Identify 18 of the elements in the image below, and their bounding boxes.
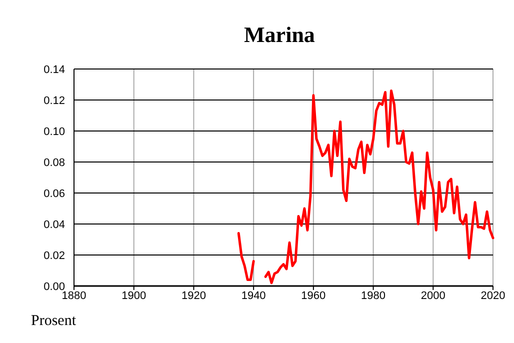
x-tick-label: 1940 — [241, 290, 266, 302]
y-tick-label: 0.06 — [44, 188, 65, 200]
x-tick-label: 1880 — [62, 290, 86, 302]
chart-title: Marina — [244, 22, 315, 47]
x-tick-label: 1900 — [122, 290, 146, 302]
x-tick-label: 2000 — [420, 290, 446, 302]
y-tick-label: 0.00 — [44, 281, 65, 293]
y-axis-title: Prosent — [31, 313, 77, 329]
y-tick-label: 0.02 — [44, 250, 65, 262]
y-tick-label: 0.12 — [44, 95, 65, 107]
x-tick-label: 1920 — [181, 290, 206, 302]
y-tick-label: 0.08 — [44, 157, 65, 169]
x-tick-label: 1980 — [361, 290, 386, 302]
y-tick-label: 0.14 — [44, 64, 65, 76]
y-tick-label: 0.04 — [44, 219, 65, 231]
x-tick-label: 1960 — [301, 290, 326, 302]
y-tick-label: 0.10 — [44, 126, 65, 138]
x-tick-label: 2020 — [480, 290, 506, 302]
